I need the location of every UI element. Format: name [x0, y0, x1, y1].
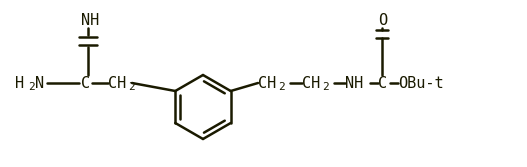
Text: 2: 2 [128, 82, 135, 92]
Text: N: N [35, 75, 44, 91]
Text: O: O [378, 13, 387, 28]
Text: 2: 2 [28, 82, 35, 92]
Text: CH: CH [302, 75, 320, 91]
Text: C: C [81, 75, 90, 91]
Text: OBu-t: OBu-t [398, 75, 444, 91]
Text: 2: 2 [322, 82, 329, 92]
Text: NH: NH [81, 13, 99, 28]
Text: CH: CH [108, 75, 126, 91]
Text: NH: NH [345, 75, 363, 91]
Text: H: H [15, 75, 24, 91]
Text: 2: 2 [278, 82, 285, 92]
Text: C: C [378, 75, 387, 91]
Text: CH: CH [258, 75, 276, 91]
